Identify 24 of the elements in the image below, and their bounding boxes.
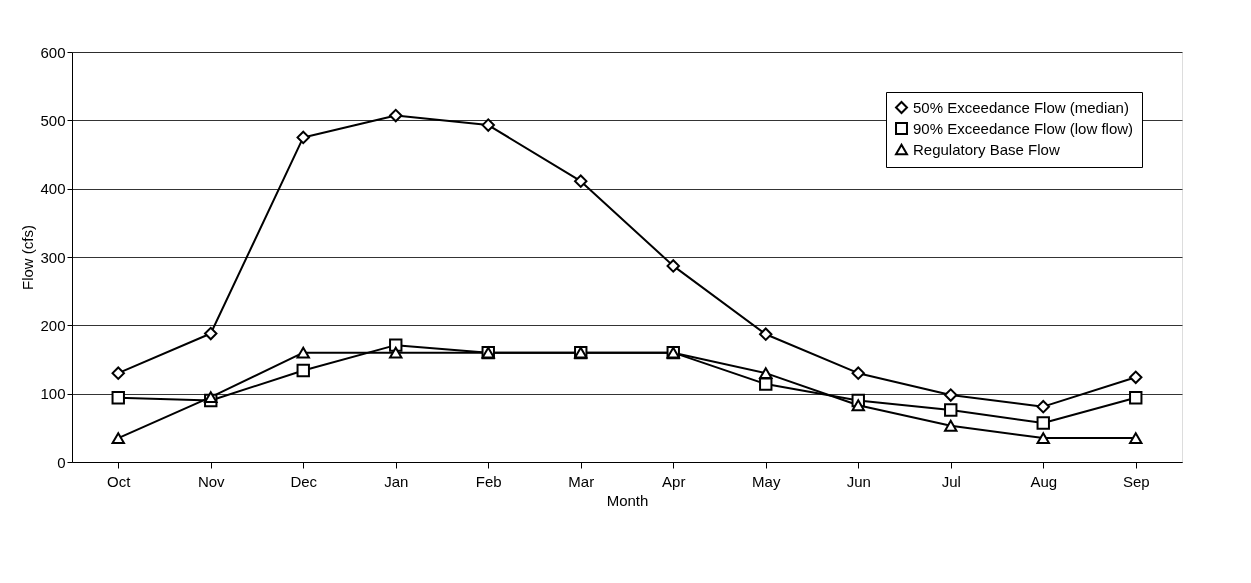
y-tick-label: 400: [40, 180, 66, 198]
legend-label: Regulatory Base Flow: [913, 140, 1060, 158]
y-tick-label: 300: [40, 248, 66, 266]
y-axis-title: Flow (cfs): [19, 225, 37, 290]
y-tick-label: 500: [40, 111, 66, 129]
y-tick-label: 0: [57, 453, 66, 471]
x-tick-label: Jan: [384, 472, 409, 490]
x-axis-title: Month: [606, 491, 649, 509]
x-tick-label: Jun: [846, 472, 871, 490]
x-tick-label: Dec: [290, 472, 318, 490]
x-tick-label: Feb: [475, 472, 502, 490]
x-tick-label: Aug: [1030, 472, 1058, 490]
y-tick-label: 100: [40, 385, 66, 403]
x-tick-label: Mar: [568, 472, 595, 490]
x-tick-label: May: [752, 472, 781, 490]
y-tick-label: 600: [40, 43, 66, 61]
x-tick-label: Oct: [107, 472, 132, 490]
legend-label: 90% Exceedance Flow (low flow): [913, 119, 1134, 137]
y-tick-label: 200: [40, 316, 66, 334]
legend-label: 50% Exceedance Flow (median): [913, 98, 1129, 116]
x-tick-label: Apr: [662, 472, 686, 490]
x-tick-label: Nov: [197, 472, 226, 490]
x-tick-label: Sep: [1122, 472, 1150, 490]
x-tick-label: Jul: [941, 472, 961, 490]
